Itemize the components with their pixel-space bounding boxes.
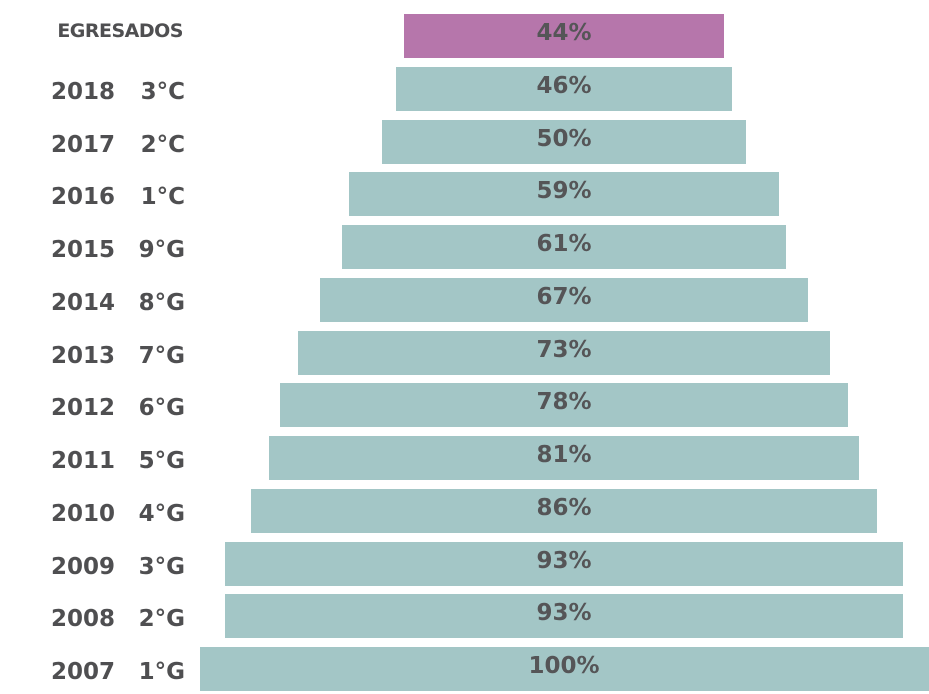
bar-2009 [225, 542, 903, 586]
grade-label: 3°G [138, 554, 185, 580]
bar-value-label: 61% [536, 231, 592, 257]
bar-value-label: 44% [536, 20, 592, 46]
grade-label: 3°C [140, 79, 185, 105]
year-label: 2012 [50, 395, 115, 421]
grade-label: 4°G [138, 501, 185, 527]
bar-value-label: 93% [536, 600, 592, 626]
bar-value-label: 100% [528, 653, 600, 679]
year-label: 2007 [50, 659, 115, 685]
bar-value-label: 67% [536, 284, 592, 310]
grade-label: 1°G [138, 659, 185, 685]
grade-label: 2°C [140, 132, 185, 158]
year-label: 2013 [50, 343, 115, 369]
bar-value-label: 93% [536, 548, 592, 574]
year-label: 2010 [50, 501, 115, 527]
bar-2012 [279, 383, 849, 427]
bar-value-label: 46% [536, 73, 592, 99]
year-label: 2008 [50, 606, 115, 632]
bar-2013 [297, 331, 831, 375]
grade-label: 7°G [138, 343, 185, 369]
year-label: 2014 [50, 290, 115, 316]
grade-label: 2°G [138, 606, 185, 632]
bar-egresados [403, 14, 725, 58]
bar-2008 [225, 594, 903, 638]
bar-2015 [341, 225, 787, 269]
bar-value-label: 73% [536, 337, 592, 363]
bar-2018 [396, 67, 732, 111]
bar-value-label: 59% [536, 178, 592, 204]
year-label: 2015 [50, 237, 115, 263]
year-label: 2018 [50, 79, 115, 105]
grade-label: 5°G [138, 448, 185, 474]
bar-2011 [268, 436, 860, 480]
grade-label: 9°G [138, 237, 185, 263]
bar-value-label: 50% [536, 126, 592, 152]
grade-label: 8°G [138, 290, 185, 316]
year-label: 2009 [50, 554, 115, 580]
bar-2014 [319, 278, 809, 322]
header-label: EGRESADOS [57, 20, 183, 42]
bar-value-label: 81% [536, 442, 592, 468]
bar-2016 [348, 172, 780, 216]
bar-2017 [381, 120, 747, 164]
year-label: 2016 [50, 184, 115, 210]
year-label: 2017 [50, 132, 115, 158]
grade-label: 6°G [138, 395, 185, 421]
bar-2010 [250, 489, 878, 533]
year-label: 2011 [50, 448, 115, 474]
bar-value-label: 78% [536, 389, 592, 415]
grade-label: 1°C [140, 184, 185, 210]
bar-value-label: 86% [536, 495, 592, 521]
